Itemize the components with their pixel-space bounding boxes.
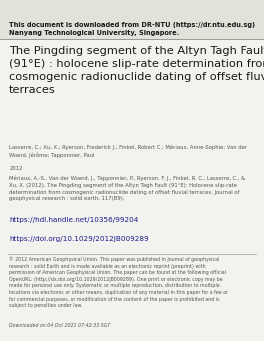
- Text: This document is downloaded from DR-NTU (https://dr.ntu.edu.sg)
Nanyang Technolo: This document is downloaded from DR-NTU …: [9, 22, 255, 36]
- Text: © 2012 American Geophysical Union. This paper was published in Journal of geophy: © 2012 American Geophysical Union. This …: [9, 257, 228, 308]
- Text: Mériaux, A.-S., Van der Woerd, J., Tapponnier, P., Ryerson, F. J., Finkel, R. C.: Mériaux, A.-S., Van der Woerd, J., Tappo…: [9, 176, 245, 201]
- Text: https://hdl.handle.net/10356/99204: https://hdl.handle.net/10356/99204: [9, 217, 139, 223]
- Bar: [0, 0, 264, 39]
- Text: Downloaded on 04 Oct 2021 07:42:33 SGT: Downloaded on 04 Oct 2021 07:42:33 SGT: [9, 323, 111, 328]
- Text: https://doi.org/10.1029/2012JB009289: https://doi.org/10.1029/2012JB009289: [9, 236, 149, 242]
- Text: 2012: 2012: [9, 166, 23, 172]
- Text: The Pingding segment of the Altyn Tagh Fault
(91°E) : holocene slip-rate determi: The Pingding segment of the Altyn Tagh F…: [9, 46, 264, 95]
- Text: Lasserre, C.; Xu, X.; Ryerson, Frederick J.; Finkel, Robert C.; Mériaux, Anne-So: Lasserre, C.; Xu, X.; Ryerson, Frederick…: [9, 145, 247, 158]
